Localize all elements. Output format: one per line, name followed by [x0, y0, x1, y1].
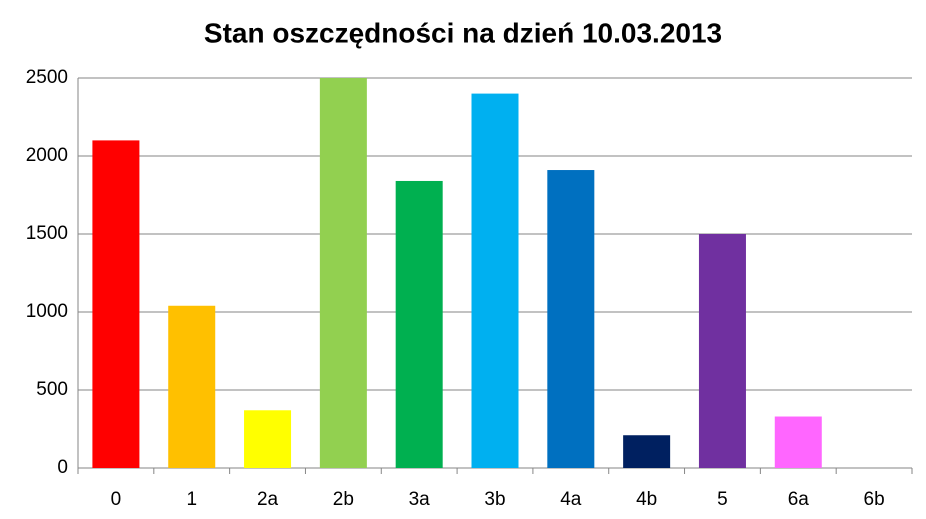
x-tick-label: 6a: [788, 489, 810, 510]
bar: [395, 180, 443, 468]
x-tick-label: 2b: [333, 489, 354, 510]
bar: [92, 140, 140, 468]
y-tick-label: 2500: [26, 67, 68, 88]
y-tick-label: 500: [36, 379, 68, 400]
x-tick-label: 0: [111, 489, 122, 510]
y-tick-label: 2000: [26, 145, 68, 166]
y-tick-label: 0: [57, 457, 68, 478]
bar: [774, 416, 822, 468]
bar: [319, 78, 367, 468]
bar: [623, 435, 671, 468]
y-tick-label: 1000: [26, 301, 68, 322]
x-tick-label: 6b: [864, 489, 885, 510]
bar: [244, 410, 292, 468]
x-tick-label: 4a: [560, 489, 582, 510]
x-tick-label: 4b: [636, 489, 657, 510]
x-tick-label: 5: [717, 489, 728, 510]
x-tick-label: 3b: [484, 489, 505, 510]
bar: [168, 305, 216, 468]
bar: [471, 93, 519, 468]
y-tick-label: 1500: [26, 223, 68, 244]
bar: [698, 234, 746, 468]
x-tick-label: 3a: [409, 489, 431, 510]
x-tick-label: 1: [186, 489, 197, 510]
chart-title: Stan oszczędności na dzień 10.03.2013: [204, 17, 722, 48]
bar: [547, 170, 595, 469]
x-tick-label: 2a: [257, 489, 279, 510]
